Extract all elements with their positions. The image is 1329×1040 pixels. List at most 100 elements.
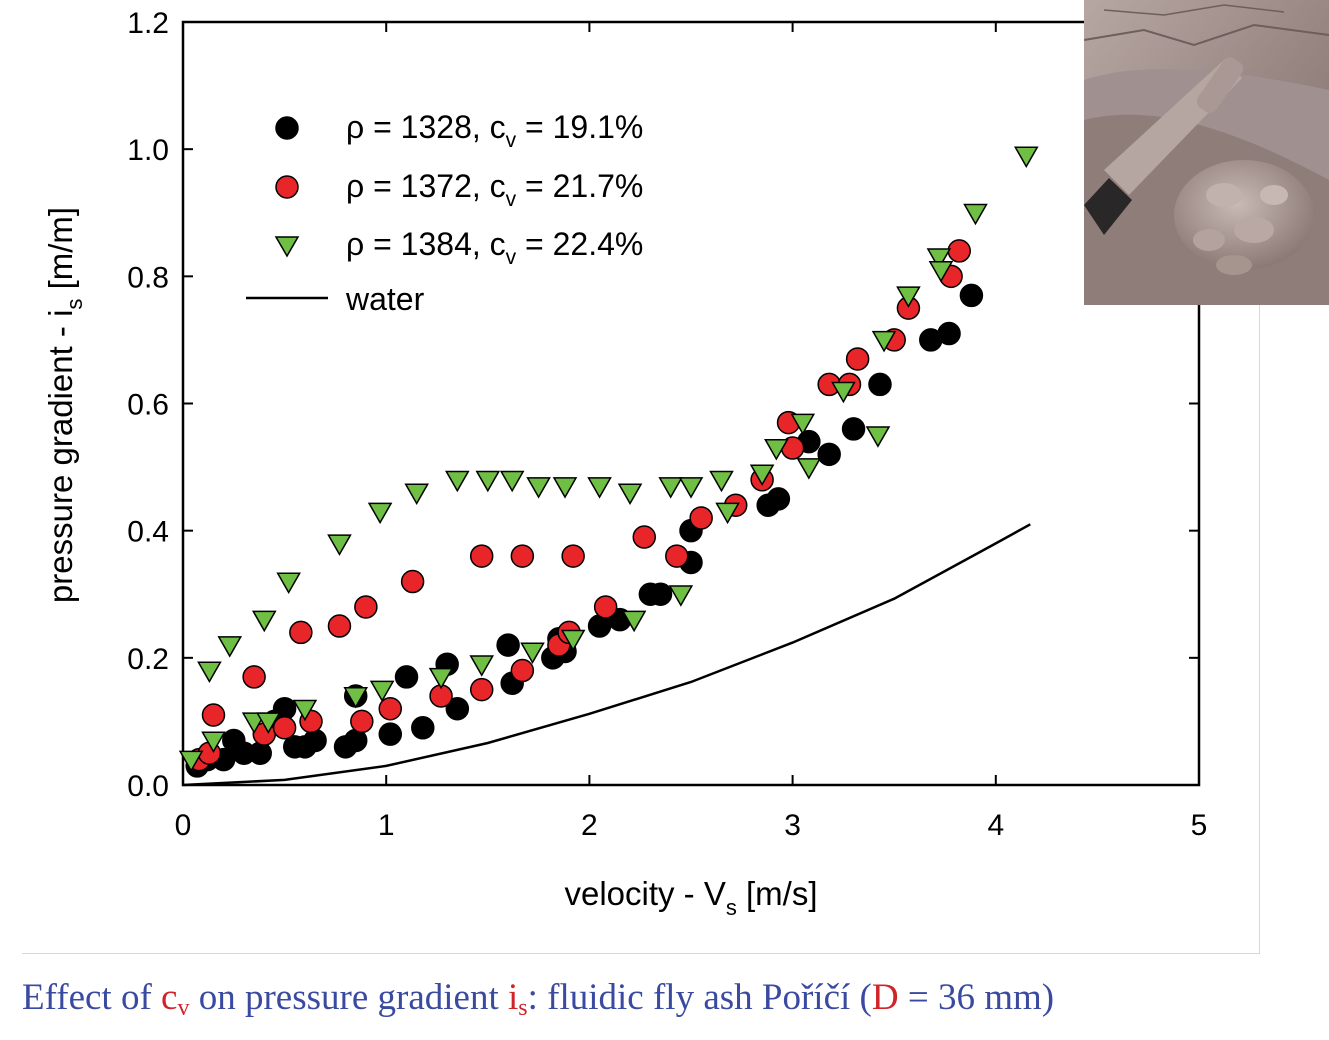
data-point-series-1 xyxy=(510,544,535,568)
data-point-series-0 xyxy=(766,487,791,511)
data-point-series-2 xyxy=(475,470,501,493)
data-point-series-0 xyxy=(841,417,866,441)
data-point-series-2 xyxy=(865,426,891,448)
data-point-series-2 xyxy=(526,477,551,499)
x-tick-label: 5 xyxy=(1191,809,1208,842)
data-point-series-2 xyxy=(367,502,393,525)
data-point-series-2 xyxy=(790,413,816,436)
plot-area xyxy=(181,20,1201,787)
data-point-series-2 xyxy=(963,203,988,226)
data-point-series-1 xyxy=(561,544,585,568)
x-axis-label: velocity - Vs [m/s] xyxy=(564,875,817,920)
data-point-series-1 xyxy=(947,239,971,263)
y-tick-label: 1.2 xyxy=(127,7,169,40)
data-point-series-2 xyxy=(499,470,525,493)
data-point-series-2 xyxy=(217,636,243,658)
y-axis-label: pressure gradient - is [m/m] xyxy=(42,207,87,603)
axis-ticks xyxy=(182,21,1200,786)
data-point-series-1 xyxy=(665,544,689,568)
water-line xyxy=(182,523,1031,787)
data-point-series-1 xyxy=(354,595,378,619)
data-point-series-2 xyxy=(369,680,395,703)
data-point-series-1 xyxy=(400,569,425,594)
legend-entry-1372: ρ = 1372, cv = 21.7% xyxy=(275,168,643,211)
data-point-series-2 xyxy=(1013,146,1039,169)
x-tick-label: 2 xyxy=(581,809,598,842)
data-point-series-2 xyxy=(621,610,647,633)
x-axis-label-unit: [m/s] xyxy=(737,875,818,912)
data-point-series-2 xyxy=(658,477,683,499)
caption-part3: : fluidic fly ash Poříčí ( xyxy=(527,977,872,1018)
data-point-series-1 xyxy=(350,709,374,734)
x-axis-label-sub: s xyxy=(726,895,737,920)
data-point-series-0 xyxy=(868,372,892,397)
data-point-series-2 xyxy=(926,248,952,270)
x-tick-labels: 0 1 2 3 4 5 xyxy=(175,809,1208,842)
data-point-series-1 xyxy=(632,525,657,549)
y-axis-label-sub: s xyxy=(62,299,87,310)
data-point-series-2 xyxy=(796,458,822,480)
data-point-series-2 xyxy=(831,381,856,404)
x-tick-label: 4 xyxy=(987,809,1004,842)
y-tick-label: 1.0 xyxy=(127,134,169,167)
data-point-series-1 xyxy=(242,665,266,689)
legend-label-1328: ρ = 1328, cv = 19.1% xyxy=(346,109,643,152)
data-point-series-2 xyxy=(343,686,369,709)
legend-label-1384: ρ = 1384, cv = 22.4% xyxy=(346,226,643,269)
x-tick-label: 1 xyxy=(378,809,395,842)
y-axis-label-main: pressure gradient - i xyxy=(42,310,79,603)
legend-entry-water: water xyxy=(246,281,425,317)
x-axis-label-main: velocity - V xyxy=(564,875,725,912)
data-point-series-1 xyxy=(289,620,313,645)
caption-d: D xyxy=(871,977,899,1018)
data-point-series-2 xyxy=(197,661,222,684)
caption-part4: = 36 mm) xyxy=(898,977,1055,1018)
caption-cv: cv xyxy=(161,977,190,1021)
data-point-series-0 xyxy=(411,716,435,740)
legend: ρ = 1328, cv = 19.1% ρ = 1372, cv = 21.7… xyxy=(246,109,643,317)
legend-label-water: water xyxy=(345,281,425,317)
data-point-series-1 xyxy=(272,716,297,740)
slide-caption: Effect of cv on pressure gradient is: fl… xyxy=(22,976,1054,1022)
data-point-series-0 xyxy=(248,741,272,765)
data-point-series-1 xyxy=(327,614,352,638)
data-point-series-2 xyxy=(256,712,281,734)
legend-marker-black-circle xyxy=(275,116,299,140)
data-point-series-0 xyxy=(445,696,470,721)
data-point-series-2 xyxy=(587,477,612,499)
data-point-series-2 xyxy=(764,439,789,461)
y-tick-label: 0.6 xyxy=(127,389,169,422)
data-point-series-2 xyxy=(520,642,545,664)
data-point-series-0 xyxy=(817,442,841,467)
y-tick-label: 0.4 xyxy=(127,516,169,549)
data-point-series-2 xyxy=(709,470,734,493)
fly-ash-photo xyxy=(1084,0,1329,305)
data-point-series-1 xyxy=(469,677,494,702)
data-point-series-2 xyxy=(251,610,277,633)
y-tick-labels: 0.0 0.2 0.4 0.6 0.8 1.0 1.2 xyxy=(127,7,169,803)
x-tick-label: 3 xyxy=(784,809,801,842)
data-point-series-2 xyxy=(715,502,740,525)
data-point-series-2 xyxy=(404,483,429,506)
data-point-series-2 xyxy=(749,464,775,486)
legend-entry-1384: ρ = 1384, cv = 22.4% xyxy=(274,226,643,269)
data-point-series-2 xyxy=(445,470,470,493)
y-axis-label-unit: [m/m] xyxy=(42,207,79,299)
caption-part2: on pressure gradient xyxy=(189,977,508,1018)
data-point-series-2 xyxy=(928,260,954,283)
data-point-series-0 xyxy=(937,321,961,346)
chart: 0 1 2 3 4 5 0.0 0.2 0.4 0.6 0.8 1.0 1.2 velocity - … xyxy=(42,7,1208,920)
data-point-series-0 xyxy=(648,582,673,606)
data-point-series-2 xyxy=(327,534,352,556)
data-point-series-2 xyxy=(292,699,318,722)
data-point-series-2 xyxy=(469,655,494,677)
data-point-series-2 xyxy=(871,330,897,353)
x-tick-label: 0 xyxy=(175,809,192,842)
data-point-series-2 xyxy=(560,629,586,652)
data-markers xyxy=(178,146,1039,778)
y-tick-label: 0.2 xyxy=(127,643,169,676)
data-point-series-2 xyxy=(201,731,226,754)
y-tick-label: 0.0 xyxy=(127,770,169,803)
data-point-series-1 xyxy=(593,595,618,619)
caption-part1: Effect of xyxy=(22,977,162,1018)
